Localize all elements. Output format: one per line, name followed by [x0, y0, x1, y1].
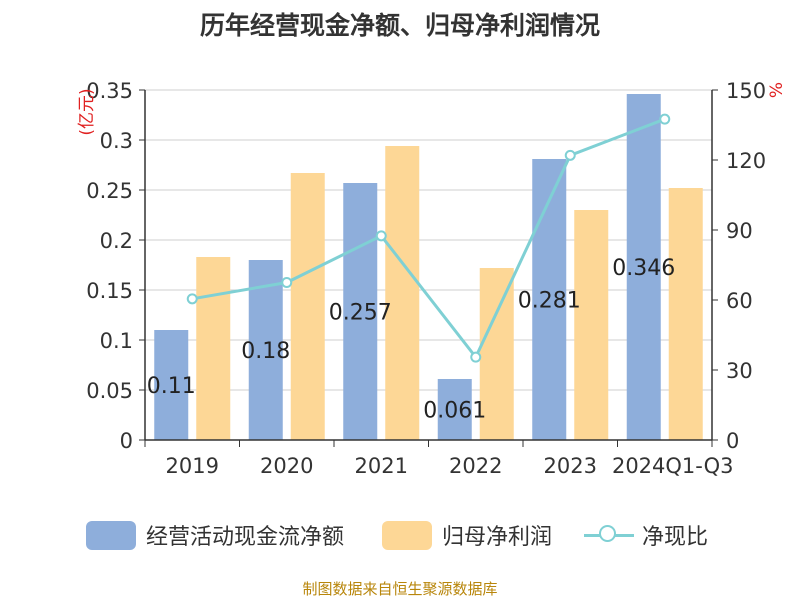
ratio-point-2019: [186, 293, 198, 305]
ratio-point-2021: [375, 230, 387, 242]
x-tick-label: 2024Q1-Q3: [612, 454, 734, 478]
data-label-cashflow-2023: 0.281: [518, 289, 581, 314]
legend-swatch-net-profit: [382, 520, 432, 550]
y-axis-right-label: %: [767, 82, 787, 98]
y-right-tick-label: 0: [726, 429, 739, 453]
y-left-tick-label: 0.05: [86, 379, 133, 403]
axes: 0 0.05 0.1 0.15 0.2 0.25 0.3 0.35 0 30 60 90 120 150 2…: [86, 79, 766, 478]
bar-cashflow-2022: [437, 379, 472, 440]
y-left-tick-label: 0: [120, 429, 133, 453]
bar-net-profit-2022: [479, 268, 514, 440]
y-left-tick-label: 0.3: [100, 129, 133, 153]
ratio-point-2022: [470, 351, 482, 363]
data-label-cashflow-2021: 0.257: [329, 301, 392, 326]
bar-net-profit-2023: [574, 210, 609, 440]
bar-net-profit-2024Q1-Q3: [668, 188, 703, 440]
y-left-tick-label: 0.35: [86, 79, 133, 103]
ratio-point-2023: [564, 149, 576, 161]
ratio-line: [191, 117, 666, 361]
source-note: 制图数据来自恒生聚源数据库: [302, 580, 498, 598]
bar-net-profit-2020: [290, 173, 325, 440]
legend-item-net-profit[interactable]: 归母净利润: [382, 518, 552, 552]
x-tick-label: 2023: [544, 454, 597, 478]
data-label-cashflow-2022: 0.061: [423, 399, 486, 424]
x-tick-label: 2019: [166, 454, 219, 478]
y-left-tick-label: 0.25: [86, 179, 133, 203]
bar-cashflow-2019: [154, 330, 189, 440]
data-label-cashflow-2019: 0.11: [147, 374, 196, 399]
legend-label-net-profit: 归母净利润: [442, 525, 553, 550]
y-left-tick-label: 0.15: [86, 279, 133, 303]
ratio-point-2024Q1-Q3: [659, 113, 671, 125]
data-label-cashflow-2020: 0.18: [241, 339, 290, 364]
y-right-tick-label: 120: [726, 149, 766, 173]
bar-net-profit-2021: [385, 146, 420, 440]
y-right-tick-label: 150: [726, 79, 766, 103]
legend-label-cashflow: 经营活动现金流净额: [146, 525, 345, 550]
legend-swatch-cashflow: [86, 520, 136, 550]
ratio-line-series: [186, 113, 671, 363]
legend-line-icon: [584, 521, 634, 550]
y-right-tick-label: 60: [726, 289, 753, 313]
legend-label-ratio: 净现比: [642, 525, 709, 550]
y-axis-left-label: (亿元): [77, 88, 97, 135]
bar-cashflow-2021: [343, 183, 378, 440]
ratio-point-2020: [281, 277, 293, 288]
data-labels: 0.11 0.18 0.257 0.061 0.281 0.346: [147, 256, 675, 424]
y-left-tick-label: 0.1: [100, 329, 133, 353]
y-right-tick-label: 30: [726, 359, 753, 383]
bar-cashflow-2024Q1-Q3: [626, 94, 661, 440]
x-tick-label: 2021: [355, 454, 408, 478]
bar-cashflow-2023: [532, 159, 567, 440]
bar-cashflow-2020: [248, 260, 283, 440]
x-tick-label: 2022: [449, 454, 502, 478]
data-label-cashflow-2024Q1-Q3: 0.346: [612, 256, 675, 281]
chart-title: 历年经营现金净额、归母净利润情况: [199, 11, 600, 40]
legend-item-ratio[interactable]: 净现比: [584, 518, 708, 552]
bar-net-profit-2019: [196, 257, 231, 440]
bars: [154, 94, 703, 440]
y-right-tick-label: 90: [726, 219, 753, 243]
legend-item-cashflow[interactable]: 经营活动现金流净额: [86, 518, 344, 552]
y-left-tick-label: 0.2: [100, 229, 133, 253]
x-tick-label: 2020: [260, 454, 313, 478]
legend: 经营活动现金流净额 归母净利润 净现比: [0, 518, 800, 552]
